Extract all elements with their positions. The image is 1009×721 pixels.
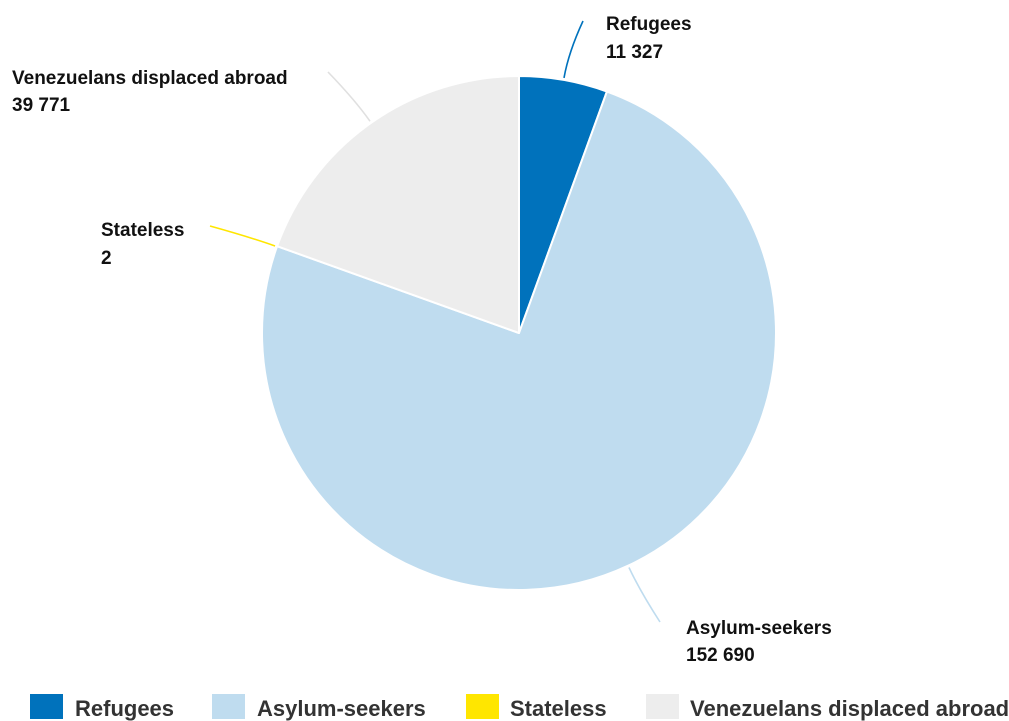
leader-line-stateless bbox=[209, 225, 276, 247]
leader-line-refugees bbox=[563, 20, 584, 79]
legend-swatch-refugees bbox=[30, 694, 63, 719]
label-stateless-value: 2 bbox=[101, 248, 112, 269]
legend-label-stateless: Stateless bbox=[510, 696, 607, 721]
leader-line-asylum-seekers bbox=[628, 567, 661, 623]
label-refugees-name: Refugees bbox=[606, 14, 692, 35]
label-venezuelans-name: Venezuelans displaced abroad bbox=[12, 68, 288, 89]
label-stateless-name: Stateless bbox=[101, 220, 184, 241]
label-asylum-seekers-name: Asylum-seekers bbox=[686, 618, 832, 639]
legend-item-venezuelans: Venezuelans displaced abroad bbox=[646, 694, 1009, 721]
legend-swatch-asylum-seekers bbox=[212, 694, 245, 719]
pie-slice-asylum-seekers bbox=[261, 90, 777, 591]
leader-line-venezuelans-displaced-abroad bbox=[327, 71, 371, 122]
label-asylum-seekers: Asylum-seekers 152 690 bbox=[686, 618, 832, 666]
pie-slice-venezuelans-displaced-abroad bbox=[276, 75, 520, 334]
leader-lines bbox=[209, 20, 661, 623]
legend-swatch-stateless bbox=[466, 694, 499, 719]
label-venezuelans: Venezuelans displaced abroad 39 771 bbox=[12, 68, 288, 116]
label-refugees-value: 11 327 bbox=[606, 42, 663, 63]
legend-item-stateless: Stateless bbox=[466, 694, 607, 721]
legend-item-refugees: Refugees bbox=[30, 694, 174, 721]
label-stateless: Stateless 2 bbox=[101, 220, 184, 269]
pie-slices bbox=[261, 75, 777, 591]
legend-item-asylum-seekers: Asylum-seekers bbox=[212, 694, 426, 721]
legend-label-refugees: Refugees bbox=[75, 696, 174, 721]
legend: Refugees Asylum-seekers Stateless Venezu… bbox=[30, 694, 1009, 721]
legend-label-venezuelans: Venezuelans displaced abroad bbox=[690, 696, 1009, 721]
legend-label-asylum-seekers: Asylum-seekers bbox=[257, 696, 426, 721]
label-venezuelans-value: 39 771 bbox=[12, 95, 71, 116]
legend-swatch-venezuelans bbox=[646, 694, 679, 719]
label-refugees: Refugees 11 327 bbox=[606, 14, 692, 63]
label-asylum-seekers-value: 152 690 bbox=[686, 645, 755, 666]
